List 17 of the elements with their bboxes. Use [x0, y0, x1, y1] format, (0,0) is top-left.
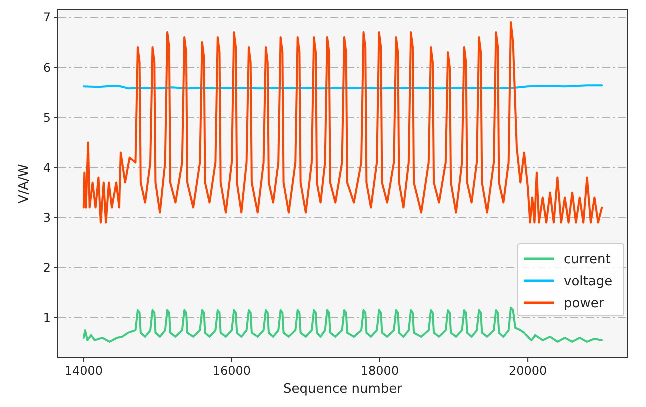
legend-label: power [564, 296, 605, 312]
x-tick-label: 18000 [360, 364, 400, 378]
x-tick-label: 20000 [508, 364, 548, 378]
x-tick-label: 14000 [64, 364, 104, 378]
y-tick-label: 7 [43, 10, 51, 25]
x-tick-label: 16000 [212, 364, 252, 378]
y-tick-label: 4 [43, 160, 51, 175]
y-axis-title: V/A/W [17, 164, 32, 204]
y-tick-label: 6 [43, 60, 51, 75]
legend-label: current [564, 252, 611, 268]
y-tick-label: 1 [43, 311, 51, 326]
y-tick-label: 3 [43, 211, 51, 225]
x-axis-title: Sequence number [284, 382, 404, 397]
y-tick-label: 5 [43, 110, 51, 125]
y-tick-label: 2 [43, 261, 51, 276]
legend-label: voltage [564, 274, 613, 290]
line-series [82, 22, 604, 224]
